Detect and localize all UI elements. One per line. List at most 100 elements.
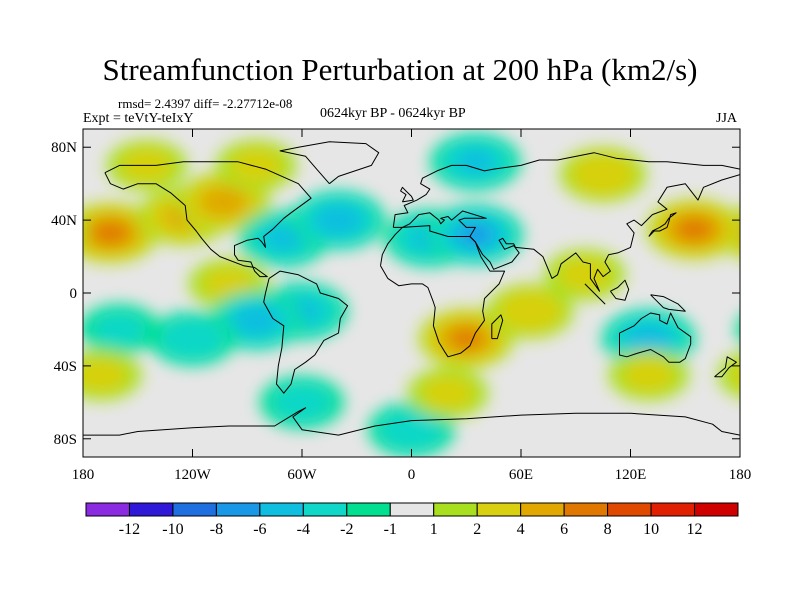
colorbar-label: -8 xyxy=(210,521,223,538)
anomaly-contour xyxy=(558,257,612,292)
y-tick-label: 0 xyxy=(70,286,78,302)
anomaly-contour xyxy=(92,312,147,347)
anomaly-center xyxy=(486,283,574,339)
anomaly-center xyxy=(83,304,740,355)
anomaly-contour xyxy=(624,323,674,355)
colorbar-label: -1 xyxy=(384,521,397,538)
anomaly-contour xyxy=(202,267,256,301)
anomaly-center xyxy=(418,308,514,369)
coastline-borneo xyxy=(610,279,630,301)
anomaly-center xyxy=(291,190,386,250)
x-tick-label: 120W xyxy=(174,467,212,483)
anomaly-contour xyxy=(159,317,226,360)
experiment-label: Expt = teVtY-teIxY xyxy=(83,111,194,126)
anomaly-center xyxy=(260,375,344,429)
x-tick-label: 180 xyxy=(729,467,752,483)
anomaly-contour xyxy=(83,358,128,392)
y-tick-label: 40S xyxy=(54,359,77,375)
colorbar-label: 6 xyxy=(560,521,568,538)
anomaly-center xyxy=(149,311,236,366)
anomaly-contour xyxy=(199,186,248,218)
anomaly-contour-wrap xyxy=(731,362,740,388)
x-tick-label: 120E xyxy=(615,467,647,483)
coastline-antarctica xyxy=(83,407,740,436)
anomaly-contour xyxy=(676,217,713,241)
colorbar-box xyxy=(346,502,391,517)
colorbar-box xyxy=(433,502,478,517)
colorbar-box xyxy=(650,502,696,517)
coastline-indonesia xyxy=(584,283,606,305)
colorbar: -12 -10 -8 -6 -4 -2 -1 1 2 4 6 8 10 12 xyxy=(85,502,739,538)
coastline-madagascar xyxy=(491,314,504,340)
anomaly-center xyxy=(430,133,521,191)
anomaly-contour xyxy=(459,224,491,245)
anomaly-contour xyxy=(456,149,495,174)
coastlines xyxy=(83,141,740,436)
anomaly-contour xyxy=(92,221,129,245)
anomaly-center xyxy=(559,147,647,202)
coastline-africa xyxy=(380,225,506,358)
coastline-new-zealand xyxy=(714,356,737,378)
anomaly-contour xyxy=(229,148,283,183)
x-tick-label: 60E xyxy=(509,467,533,483)
coastline-japan xyxy=(648,212,677,237)
anomaly-contour-wrap xyxy=(736,318,740,341)
y-tick-label: 80N xyxy=(51,140,77,156)
coastline-new-guinea xyxy=(650,294,686,312)
colorbar-box xyxy=(215,502,261,517)
anomaly-contour xyxy=(421,376,475,411)
anomaly-contour-wrap xyxy=(737,225,740,241)
y-tick-label: 80S xyxy=(54,432,77,448)
colorbar-label: -10 xyxy=(162,521,183,538)
colorbar-label: 4 xyxy=(517,521,525,538)
anomaly-center xyxy=(544,249,626,301)
colorbar-box xyxy=(389,502,435,517)
anomaly-contour-wrap xyxy=(83,219,86,239)
colorbar-label: 2 xyxy=(473,521,481,538)
stats-line: rmsd= 2.4397 diff= -2.27712e-08 xyxy=(118,96,293,111)
colorbar-box xyxy=(302,502,348,517)
anomaly-center xyxy=(83,349,740,401)
colorbar-box xyxy=(259,502,304,517)
anomaly-center xyxy=(602,309,696,368)
anomaly-contour xyxy=(272,383,332,422)
coastline-greenland xyxy=(279,141,380,185)
anomaly-contour xyxy=(314,204,363,236)
colorbar-box xyxy=(476,502,522,517)
anomaly-contour xyxy=(497,290,563,332)
period-label: 0624kyr BP - 0624kyr BP xyxy=(320,106,466,121)
coastline-australia xyxy=(619,312,692,363)
colorbar-box xyxy=(563,502,609,517)
x-tick-label: 60W xyxy=(287,467,317,483)
colorbar-label: 8 xyxy=(604,521,612,538)
x-tick-label: 180 xyxy=(72,467,95,483)
colorbar-label: 10 xyxy=(643,521,659,538)
anomaly-contour-wrap xyxy=(717,352,740,398)
colorbar-label: -12 xyxy=(119,521,140,538)
colorbar-box xyxy=(128,502,174,517)
colorbar-box xyxy=(694,502,739,517)
coastline-south-america xyxy=(263,270,349,394)
colorbar-label: -6 xyxy=(253,521,266,538)
colorbar-box xyxy=(607,502,652,517)
colorbar-label: -2 xyxy=(340,521,353,538)
colorbar-box xyxy=(85,502,130,517)
coastline-eurasia xyxy=(392,152,740,292)
x-tick-label: 0 xyxy=(408,467,416,483)
anomaly-contour xyxy=(450,328,482,349)
anomaly-center xyxy=(608,349,690,401)
colorbar-box xyxy=(520,502,565,517)
colorbar-label: 1 xyxy=(430,521,438,538)
anomaly-contour xyxy=(570,153,636,196)
anomaly-center xyxy=(83,198,740,260)
coastline-north-america xyxy=(104,161,312,278)
colorbar-box xyxy=(172,502,217,517)
axes: 180 120W 60W 0 60E 120E 180 80N 40N 0 40S 80S xyxy=(51,129,751,483)
coastline-british-isles xyxy=(400,186,414,203)
anomaly-contour xyxy=(622,358,676,392)
y-tick-label: 40N xyxy=(51,213,77,229)
colorbar-label: 12 xyxy=(687,521,703,538)
anomaly-contour xyxy=(378,409,445,451)
anomaly-center xyxy=(407,367,489,419)
anomaly-contour xyxy=(231,304,281,336)
